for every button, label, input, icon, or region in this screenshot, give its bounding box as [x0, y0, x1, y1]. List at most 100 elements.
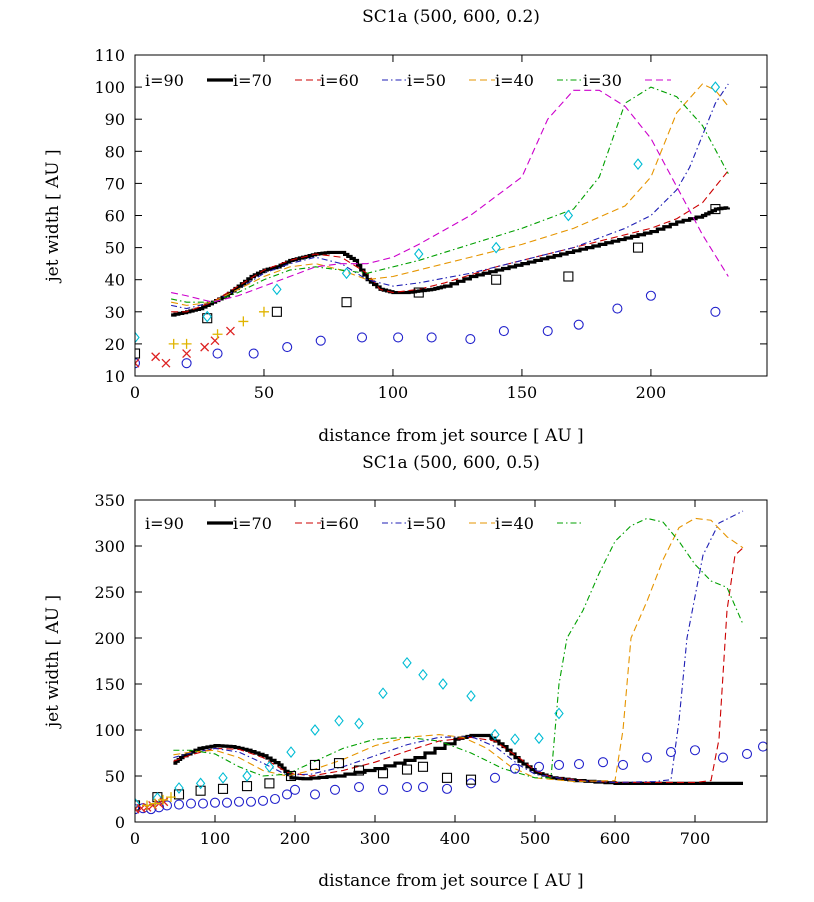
y-tick-label: 110	[94, 46, 125, 65]
marker-circle	[401, 781, 413, 793]
marker-square	[173, 789, 185, 800]
marker-diamond	[563, 209, 574, 222]
x-tick-label: 400	[440, 829, 471, 848]
marker-circle	[281, 789, 293, 800]
marker-circle	[257, 795, 269, 806]
top-chart: SC1a (500, 600, 0.2) distance from jet so…	[43, 7, 768, 446]
marker-diamond	[218, 771, 228, 784]
marker-circle	[553, 759, 565, 771]
y-tick-label: 150	[94, 675, 125, 694]
marker-circle	[710, 306, 721, 317]
marker-x	[135, 358, 140, 368]
marker-circle	[315, 335, 326, 346]
marker-square	[377, 768, 389, 779]
marker-diamond	[710, 81, 721, 93]
legend-label: i=30	[583, 71, 622, 90]
marker-diamond	[286, 746, 296, 758]
series-line-i70	[171, 170, 729, 313]
series-line-i60	[173, 510, 744, 783]
x-tick-label: 700	[680, 829, 711, 848]
marker-square	[285, 770, 297, 782]
y-tick-label: 200	[94, 629, 125, 648]
series-line-i40	[171, 86, 729, 303]
marker-square	[465, 774, 477, 785]
marker-circle	[757, 741, 767, 752]
marker-diamond	[633, 158, 643, 171]
y-tick-label: 80	[105, 142, 125, 161]
x-tick-label: 600	[600, 829, 631, 848]
marker-diamond	[554, 707, 564, 720]
marker-diamond	[466, 690, 476, 702]
y-tick-label: 20	[105, 335, 125, 354]
legend-label: i=50	[407, 514, 446, 533]
y-tick-label: 70	[105, 174, 125, 193]
marker-diamond	[438, 678, 448, 690]
marker-circle	[489, 772, 501, 783]
y-tick-label: 30	[105, 303, 125, 322]
marker-circle	[645, 290, 656, 301]
marker-square	[353, 765, 365, 776]
x-axis-label: distance from jet source [ AU ]	[318, 871, 583, 891]
marker-circle	[465, 334, 476, 345]
marker-circle	[309, 789, 321, 800]
marker-circle	[161, 800, 173, 811]
marker-square	[413, 287, 424, 298]
marker-diamond	[414, 248, 424, 260]
y-tick-label: 10	[105, 367, 125, 386]
bottom-chart: SC1a (500, 600, 0.5) distance from jet so…	[43, 453, 768, 891]
marker-plus	[150, 798, 160, 809]
marker-circle	[617, 759, 629, 771]
marker-diamond	[491, 241, 501, 254]
legend-label: i=90	[145, 71, 184, 90]
marker-x	[225, 326, 235, 336]
marker-circle	[329, 784, 341, 795]
series-line-i90	[173, 733, 743, 785]
x-tick-label: 300	[360, 829, 391, 848]
series-line-i90	[171, 206, 730, 317]
marker-circle	[245, 796, 257, 807]
marker-diamond	[310, 724, 320, 736]
marker-square	[333, 758, 345, 769]
marker-circle	[542, 326, 553, 337]
marker-diamond	[418, 668, 428, 681]
y-tick-label: 250	[94, 583, 125, 602]
marker-diamond	[135, 797, 140, 810]
y-tick-label: 50	[105, 767, 125, 786]
marker-plus	[181, 338, 192, 349]
y-tick-label: 90	[105, 110, 125, 129]
marker-circle	[533, 761, 545, 772]
marker-diamond	[341, 267, 352, 280]
marker-diamond	[354, 717, 364, 730]
marker-x	[161, 358, 171, 368]
marker-x	[182, 349, 192, 358]
x-tick-label: 150	[507, 383, 538, 402]
marker-circle	[441, 783, 453, 794]
marker-circle	[212, 348, 223, 359]
plot-frame	[134, 54, 768, 377]
y-tick-label: 0	[115, 813, 125, 832]
legend-label: i=40	[495, 514, 534, 533]
marker-circle	[393, 332, 404, 343]
y-tick-label: 50	[105, 239, 125, 258]
marker-x	[151, 352, 161, 362]
marker-circle	[641, 752, 653, 763]
marker-plus	[168, 338, 179, 349]
marker-square	[264, 778, 275, 789]
marker-x	[159, 797, 169, 807]
marker-square	[401, 764, 413, 775]
marker-circle	[498, 326, 509, 337]
x-tick-label: 100	[200, 829, 231, 848]
marker-circle	[233, 796, 245, 807]
marker-square	[309, 759, 321, 771]
x-tick-label: 0	[130, 829, 140, 848]
marker-diamond	[242, 770, 252, 782]
marker-diamond	[272, 283, 282, 296]
marker-square	[441, 772, 453, 783]
series-line-i70	[173, 547, 744, 783]
marker-circle	[282, 342, 293, 353]
y-tick-label: 40	[105, 271, 125, 290]
marker-circle	[573, 319, 584, 330]
marker-square	[241, 781, 253, 792]
y-tick-label: 100	[94, 78, 125, 97]
y-tick-label: 60	[105, 207, 125, 226]
